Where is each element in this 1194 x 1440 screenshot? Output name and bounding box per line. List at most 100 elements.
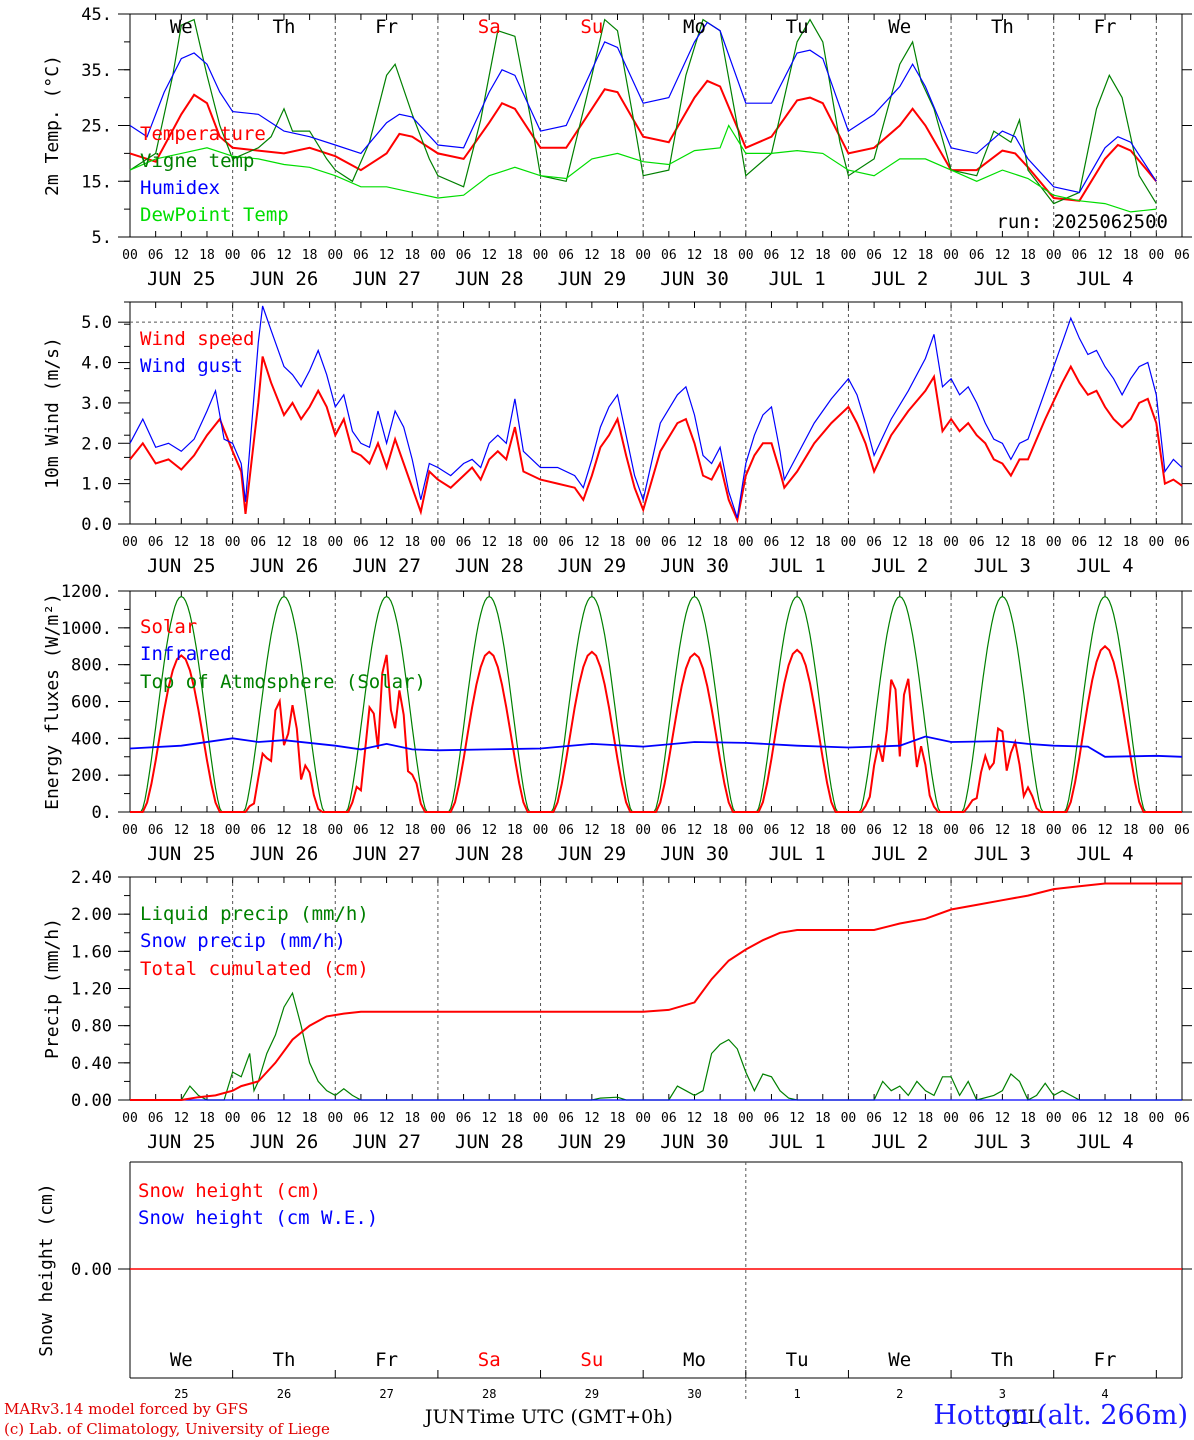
y-tick-label: 2.40 [71,868,112,888]
hour-tick-label: 18 [1123,823,1139,838]
day-number-label: 29 [585,1387,599,1401]
hour-tick-label: 00 [1149,248,1165,263]
hour-tick-label: 12 [584,248,600,263]
hour-tick-label: 06 [456,535,472,550]
hour-tick-label: 18 [1123,1111,1139,1126]
series-line [129,356,1183,524]
y-tick-label: 1.0 [81,475,112,495]
hour-tick-label: 12 [1097,823,1113,838]
legend-entry: Liquid precip (mm/h) [140,903,369,925]
hour-tick-label: 00 [841,1111,857,1126]
hour-tick-label: 00 [943,823,959,838]
hour-tick-label: 06 [148,535,164,550]
hour-tick-label: 18 [610,535,626,550]
hour-tick-label: 00 [122,248,138,263]
hour-tick-label: 06 [661,823,677,838]
date-label: JUN 25 [147,1131,216,1153]
hour-tick-label: 00 [738,248,754,263]
hour-tick-label: 18 [918,248,934,263]
y-tick-label: 35. [81,61,112,81]
hour-tick-label: 18 [918,823,934,838]
hour-tick-label: 06 [353,1111,369,1126]
date-label: JUN 28 [455,843,524,865]
hour-tick-label: 12 [1097,1111,1113,1126]
hour-tick-label: 06 [250,248,266,263]
hour-tick-label: 06 [456,248,472,263]
hour-tick-label: 12 [687,248,703,263]
hour-tick-label: 18 [302,535,318,550]
hour-tick-label: 18 [302,823,318,838]
date-label: JUL 2 [871,555,928,577]
weekday-label: Sa [478,16,501,38]
date-label: JUL 4 [1076,268,1133,290]
hour-tick-label: 12 [892,535,908,550]
y-tick-label: 3.0 [81,394,112,414]
hour-tick-label: 12 [892,1111,908,1126]
series-line [130,644,1182,813]
hour-tick-label: 06 [148,1111,164,1126]
hour-tick-label: 00 [1149,823,1165,838]
hour-tick-label: 18 [918,1111,934,1126]
hour-tick-label: 12 [276,823,292,838]
weekday-label: Mo [683,1349,706,1371]
hour-tick-label: 18 [1123,248,1139,263]
hour-tick-label: 18 [712,248,728,263]
date-label: JUN 28 [455,555,524,577]
hour-tick-label: 12 [789,823,805,838]
weekday-label: We [170,16,193,38]
date-label: JUN 28 [455,268,524,290]
series-line [130,991,1182,1101]
hour-tick-label: 06 [1072,535,1088,550]
hour-tick-label: 00 [841,248,857,263]
hour-tick-label: 00 [430,248,446,263]
hour-tick-label: 18 [507,823,523,838]
hour-tick-label: 06 [764,248,780,263]
hour-tick-label: 06 [558,248,574,263]
date-label: JUL 3 [974,843,1031,865]
y-tick-label: 800. [71,656,112,676]
credit-model: MARv3.14 model forced by GFS [4,1400,249,1418]
y-tick-label: 400. [71,729,112,749]
hour-tick-label: 00 [225,1111,241,1126]
hour-tick-label: 00 [1149,535,1165,550]
hour-tick-label: 06 [764,823,780,838]
y-tick-label: 0.80 [71,1017,112,1037]
hour-tick-label: 12 [173,248,189,263]
hour-tick-label: 18 [815,248,831,263]
hour-tick-label: 00 [533,248,549,263]
hour-tick-label: 18 [404,535,420,550]
hour-tick-label: 06 [969,1111,985,1126]
day-number-label: 27 [379,1387,393,1401]
hour-tick-label: 06 [866,248,882,263]
hour-tick-label: 00 [1149,1111,1165,1126]
hour-tick-label: 18 [199,823,215,838]
y-tick-label: 25. [81,117,112,137]
weekday-label: Sa [478,1349,501,1371]
y-tick-label: 4.0 [81,354,112,374]
hour-tick-label: 12 [379,823,395,838]
hour-tick-label: 06 [1174,248,1190,263]
hour-tick-label: 12 [584,1111,600,1126]
hour-tick-label: 00 [533,823,549,838]
hour-tick-label: 18 [918,535,934,550]
hour-tick-label: 12 [481,535,497,550]
date-label: JUN 27 [352,843,421,865]
day-number-label: 3 [999,1387,1006,1401]
day-number-label: 1 [794,1387,801,1401]
legend-entry: Snow height (cm W.E.) [138,1207,378,1229]
weekday-label: Th [991,16,1014,38]
hour-tick-label: 12 [173,1111,189,1126]
weekday-label: Tu [786,1349,809,1371]
legend-entry: Humidex [140,177,220,199]
date-label: JUN 25 [147,843,216,865]
hour-tick-label: 00 [738,1111,754,1126]
weekday-label: Fr [375,1349,398,1371]
hour-tick-label: 06 [250,535,266,550]
date-label: JUN 30 [660,555,729,577]
y-tick-label: 1.60 [71,942,112,962]
date-label: JUN 29 [558,555,627,577]
hour-tick-label: 18 [712,823,728,838]
legend-entry: Total cumulated (cm) [140,958,369,980]
hour-tick-label: 06 [764,535,780,550]
day-number-label: 28 [482,1387,496,1401]
